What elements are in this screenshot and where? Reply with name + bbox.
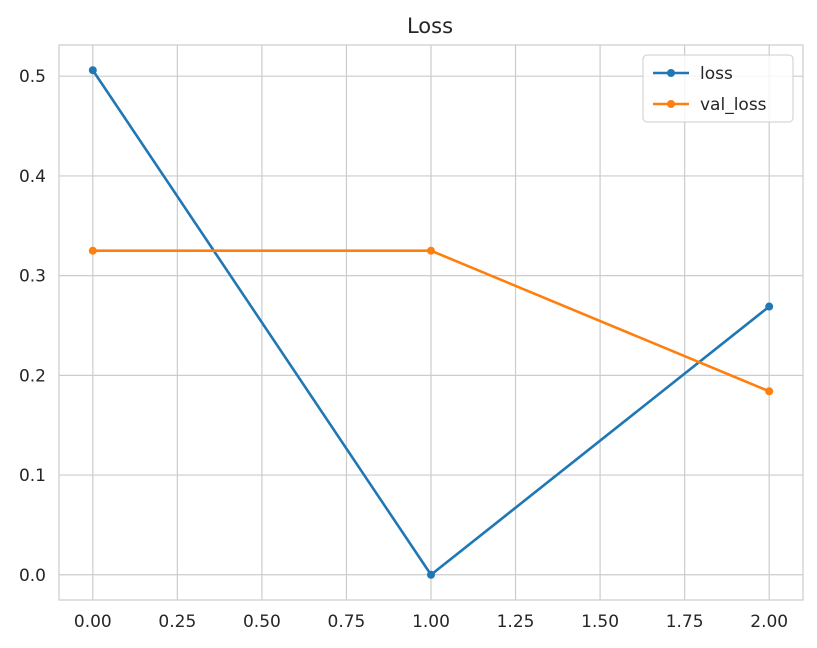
y-tick-label: 0.1 <box>19 466 46 486</box>
x-tick-label: 1.00 <box>412 612 450 632</box>
legend: loss val_loss <box>642 54 794 123</box>
data-point-val_loss <box>88 246 97 255</box>
data-point-val_loss <box>427 246 435 255</box>
y-tick-label: 0.4 <box>19 167 46 187</box>
legend-marker-loss <box>667 69 675 77</box>
x-tick-label: 0.75 <box>328 612 366 632</box>
x-tick-label: 1.75 <box>666 612 704 632</box>
data-point-loss <box>765 302 774 311</box>
y-tick-label: 0.5 <box>19 67 46 87</box>
legend-marker-val_loss <box>667 100 675 108</box>
data-point-loss <box>427 570 435 579</box>
legend-label-val_loss: val_loss <box>700 95 767 115</box>
x-tick-label: 0.50 <box>243 612 281 632</box>
series-val_loss <box>88 246 774 396</box>
x-tick-label: 2.00 <box>750 612 788 632</box>
chart-title: Loss <box>407 14 453 38</box>
legend-label-loss: loss <box>700 64 733 84</box>
y-tick-label: 0.0 <box>19 566 46 586</box>
y-tick-label: 0.3 <box>19 267 46 287</box>
data-point-loss <box>88 66 97 75</box>
x-tick-label: 1.25 <box>497 612 535 632</box>
x-tick-label: 0.25 <box>158 612 196 632</box>
series-loss <box>88 66 774 579</box>
plot-frame <box>58 44 804 601</box>
y-tick-label: 0.2 <box>19 366 46 386</box>
x-tick-label: 0.00 <box>74 612 112 632</box>
x-tick-label: 1.50 <box>581 612 619 632</box>
data-point-val_loss <box>765 387 774 396</box>
